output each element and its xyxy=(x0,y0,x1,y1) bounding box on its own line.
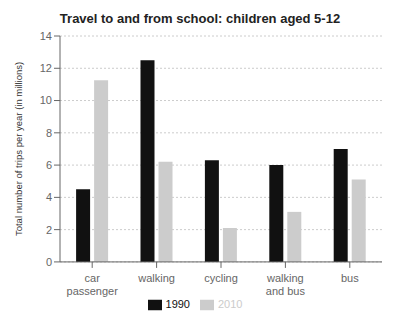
svg-text:Total number of trips per year: Total number of trips per year (in milli… xyxy=(13,62,24,236)
html-text:Travel to and from school: chi: Travel to and from school: children aged… xyxy=(59,11,341,26)
svg-text:12: 12 xyxy=(40,62,52,74)
html-text:2010: 2010 xyxy=(218,297,243,310)
svg-text:0: 0 xyxy=(46,256,52,268)
svg-text:bus: bus xyxy=(341,272,359,284)
svg-text:14: 14 xyxy=(40,30,52,42)
svg-text:walking: walking xyxy=(137,272,175,284)
svg-text:2: 2 xyxy=(46,224,52,236)
svg-text:carpassenger: carpassenger xyxy=(67,272,119,297)
svg-text:8: 8 xyxy=(46,127,52,139)
svg-text:cycling: cycling xyxy=(204,272,238,284)
svg-text:6: 6 xyxy=(46,159,52,171)
svg-text:walkingand bus: walkingand bus xyxy=(266,272,306,297)
svg-text:10: 10 xyxy=(40,94,52,106)
svg-text:4: 4 xyxy=(46,191,52,203)
html-text:1990: 1990 xyxy=(165,297,190,310)
